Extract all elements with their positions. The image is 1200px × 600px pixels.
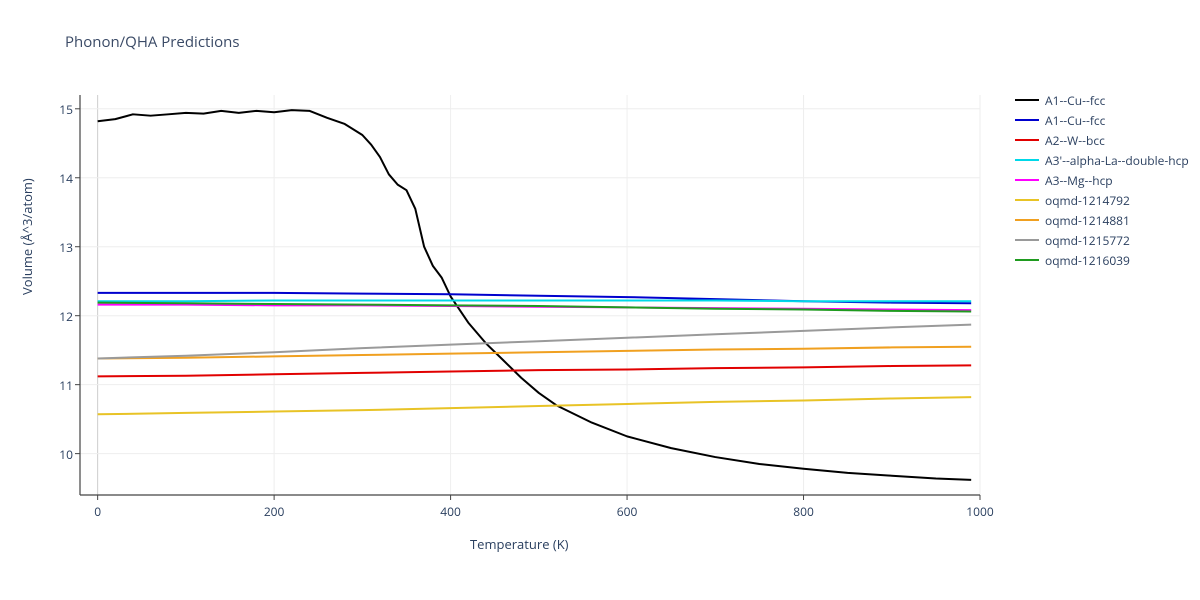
- legend-swatch: [1015, 239, 1039, 241]
- x-tick-label: 400: [436, 503, 466, 520]
- legend-item[interactable]: oqmd-1215772: [1015, 230, 1195, 250]
- legend-label: oqmd-1214792: [1045, 192, 1130, 209]
- legend-item[interactable]: oqmd-1214881: [1015, 210, 1195, 230]
- chart-container: Phonon/QHA Predictions Volume (Å^3/atom)…: [0, 0, 1200, 600]
- legend-swatch: [1015, 259, 1039, 261]
- legend-swatch: [1015, 139, 1039, 141]
- legend-label: oqmd-1216039: [1045, 252, 1130, 269]
- y-tick-label: 10: [45, 446, 73, 463]
- x-tick-label: 800: [789, 503, 819, 520]
- legend-label: oqmd-1214881: [1045, 212, 1130, 229]
- legend-swatch: [1015, 119, 1039, 121]
- plot-area: [80, 95, 980, 495]
- legend-item[interactable]: oqmd-1214792: [1015, 190, 1195, 210]
- y-tick-label: 12: [45, 308, 73, 325]
- legend-item[interactable]: A3--Mg--hcp: [1015, 170, 1195, 190]
- legend-swatch: [1015, 99, 1039, 101]
- x-tick-label: 0: [83, 503, 113, 520]
- legend-item[interactable]: A2--W--bcc: [1015, 130, 1195, 150]
- legend-item[interactable]: A1--Cu--fcc: [1015, 90, 1195, 110]
- legend-label: A3--Mg--hcp: [1045, 172, 1113, 189]
- chart-title: Phonon/QHA Predictions: [65, 32, 240, 52]
- legend-item[interactable]: A3'--alpha-La--double-hcp: [1015, 150, 1195, 170]
- x-tick-label: 600: [612, 503, 642, 520]
- legend: A1--Cu--fcc A1--Cu--fcc A2--W--bcc A3'--alp…: [1015, 90, 1195, 270]
- x-axis-label: Temperature (K): [470, 535, 569, 553]
- y-tick-label: 13: [45, 239, 73, 256]
- y-axis-label: Volume (Å^3/atom): [18, 178, 36, 295]
- plot-svg: [80, 95, 980, 495]
- x-axis-label-text: Temperature (K): [470, 535, 569, 553]
- legend-item[interactable]: oqmd-1216039: [1015, 250, 1195, 270]
- series-line[interactable]: [98, 301, 972, 302]
- y-axis-label-text: Volume (Å^3/atom): [18, 178, 36, 295]
- legend-swatch: [1015, 159, 1039, 161]
- legend-swatch: [1015, 179, 1039, 181]
- legend-label: A1--Cu--fcc: [1045, 92, 1105, 109]
- legend-swatch: [1015, 199, 1039, 201]
- y-tick-label: 14: [45, 170, 73, 187]
- legend-label: oqmd-1215772: [1045, 232, 1130, 249]
- x-tick-label: 1000: [965, 503, 995, 520]
- legend-item[interactable]: A1--Cu--fcc: [1015, 110, 1195, 130]
- legend-label: A2--W--bcc: [1045, 132, 1105, 149]
- legend-swatch: [1015, 219, 1039, 221]
- legend-label: A3'--alpha-La--double-hcp: [1045, 152, 1189, 169]
- y-tick-label: 15: [45, 101, 73, 118]
- y-tick-label: 11: [45, 377, 73, 394]
- legend-label: A1--Cu--fcc: [1045, 112, 1105, 129]
- x-tick-label: 200: [259, 503, 289, 520]
